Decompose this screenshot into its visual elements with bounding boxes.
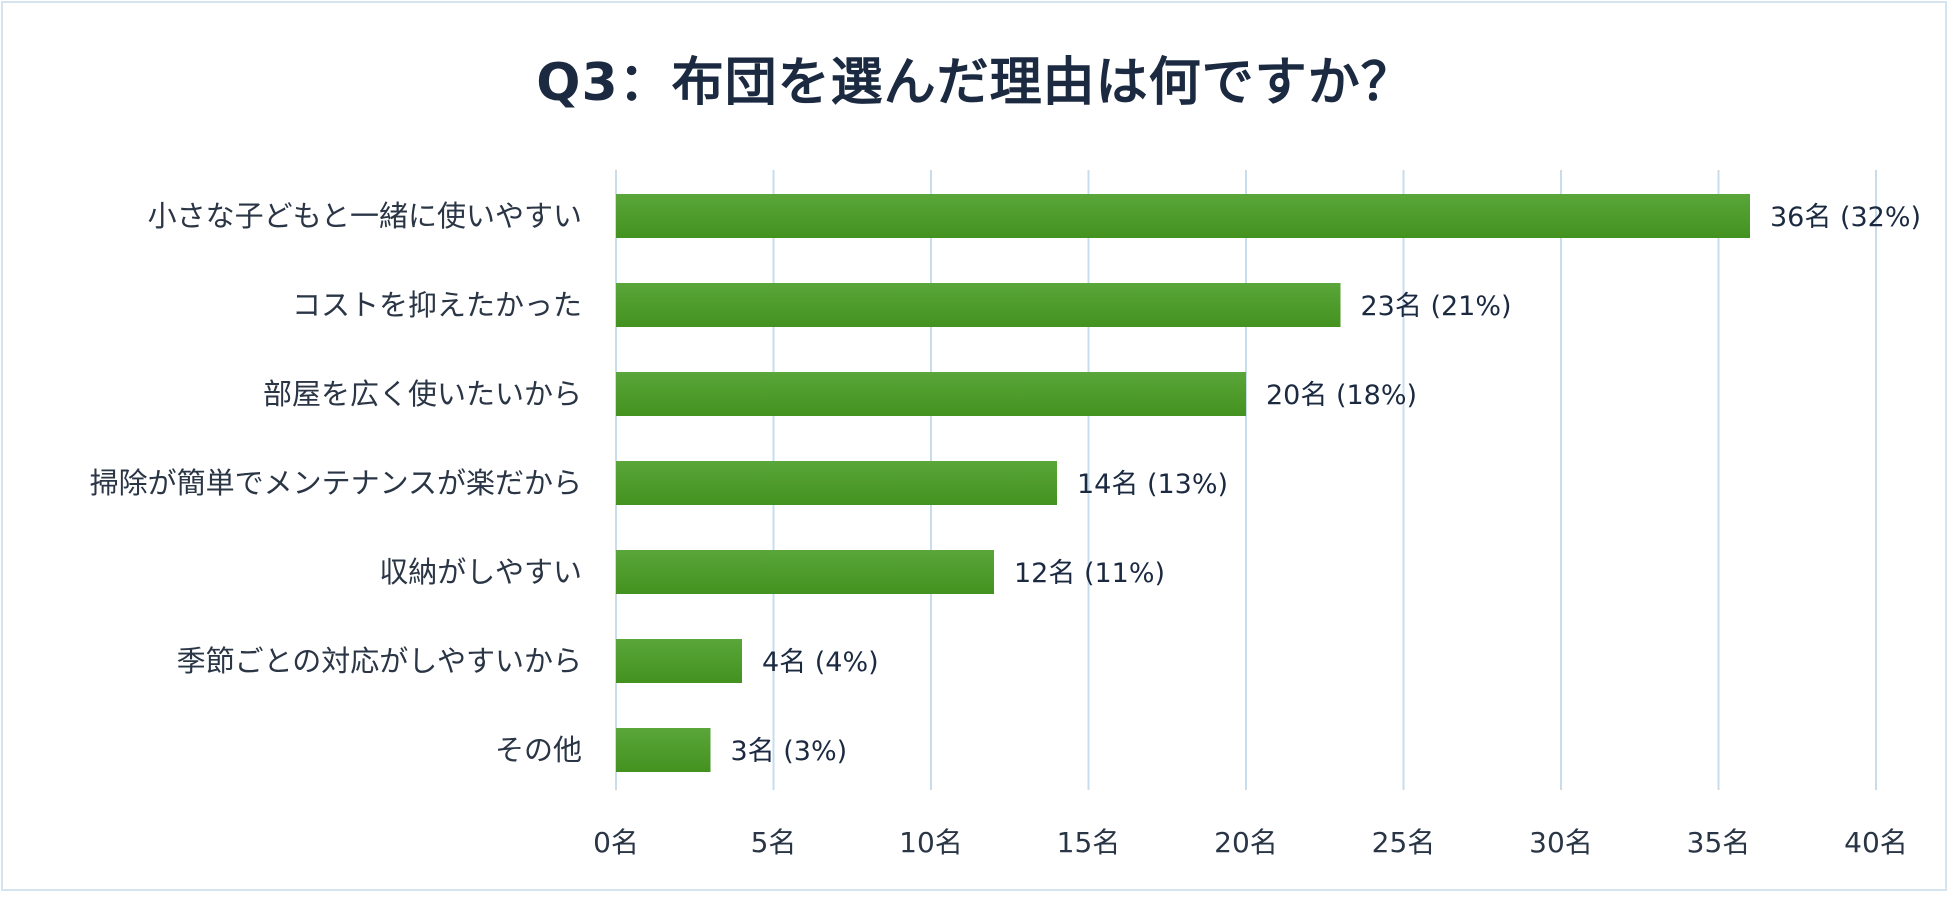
chart-title: Q3：布団を選んだ理由は何ですか？ [536,53,1414,113]
bar [616,194,1750,238]
category-label: コストを抑えたかった [292,288,582,322]
category-label: 掃除が簡単でメンテナンスが楽だから [90,466,582,500]
data-label: 3名 (3%) [731,736,848,767]
category-labels: 小さな子どもと一緒に使いやすいコストを抑えたかった部屋を広く使いたいから掃除が簡… [90,199,582,767]
data-label: 23名 (21%) [1361,291,1512,322]
data-label: 36名 (32%) [1770,202,1921,233]
bar [616,550,994,594]
x-tick-label: 5名 [751,826,797,859]
data-label: 12名 (11%) [1014,558,1165,589]
bar [616,639,742,683]
x-tick-label: 35名 [1687,826,1751,859]
bar [616,728,711,772]
category-label: 収納がしやすい [379,555,582,589]
category-label: 部屋を広く使いたいから [263,377,582,411]
x-tick-label: 0名 [593,826,639,859]
x-tick-label: 10名 [899,826,963,859]
x-tick-label: 25名 [1372,826,1436,859]
bars [616,194,1750,772]
x-tick-label: 40名 [1844,826,1908,859]
data-labels: 36名 (32%) 23名 (21%) 20名 (18%) 14名 (13%) 12名 … [731,202,1922,767]
x-tick-labels: 0名 5名 10名 15名 20名 25名 30名 35名 40名 [593,826,1908,859]
bar [616,372,1246,416]
bar [616,461,1057,505]
data-label: 4名 (4%) [762,647,879,678]
data-label: 20名 (18%) [1266,380,1417,411]
category-label: その他 [495,733,582,767]
bar [616,283,1341,327]
category-label: 季節ごとの対応がしやすいから [177,644,582,678]
x-tick-label: 15名 [1057,826,1121,859]
x-tick-label: 30名 [1529,826,1593,859]
data-label: 14名 (13%) [1077,469,1228,500]
chart-frame [1,1,1947,891]
x-tick-label: 20名 [1214,826,1278,859]
category-label: 小さな子どもと一緒に使いやすい [148,199,582,233]
